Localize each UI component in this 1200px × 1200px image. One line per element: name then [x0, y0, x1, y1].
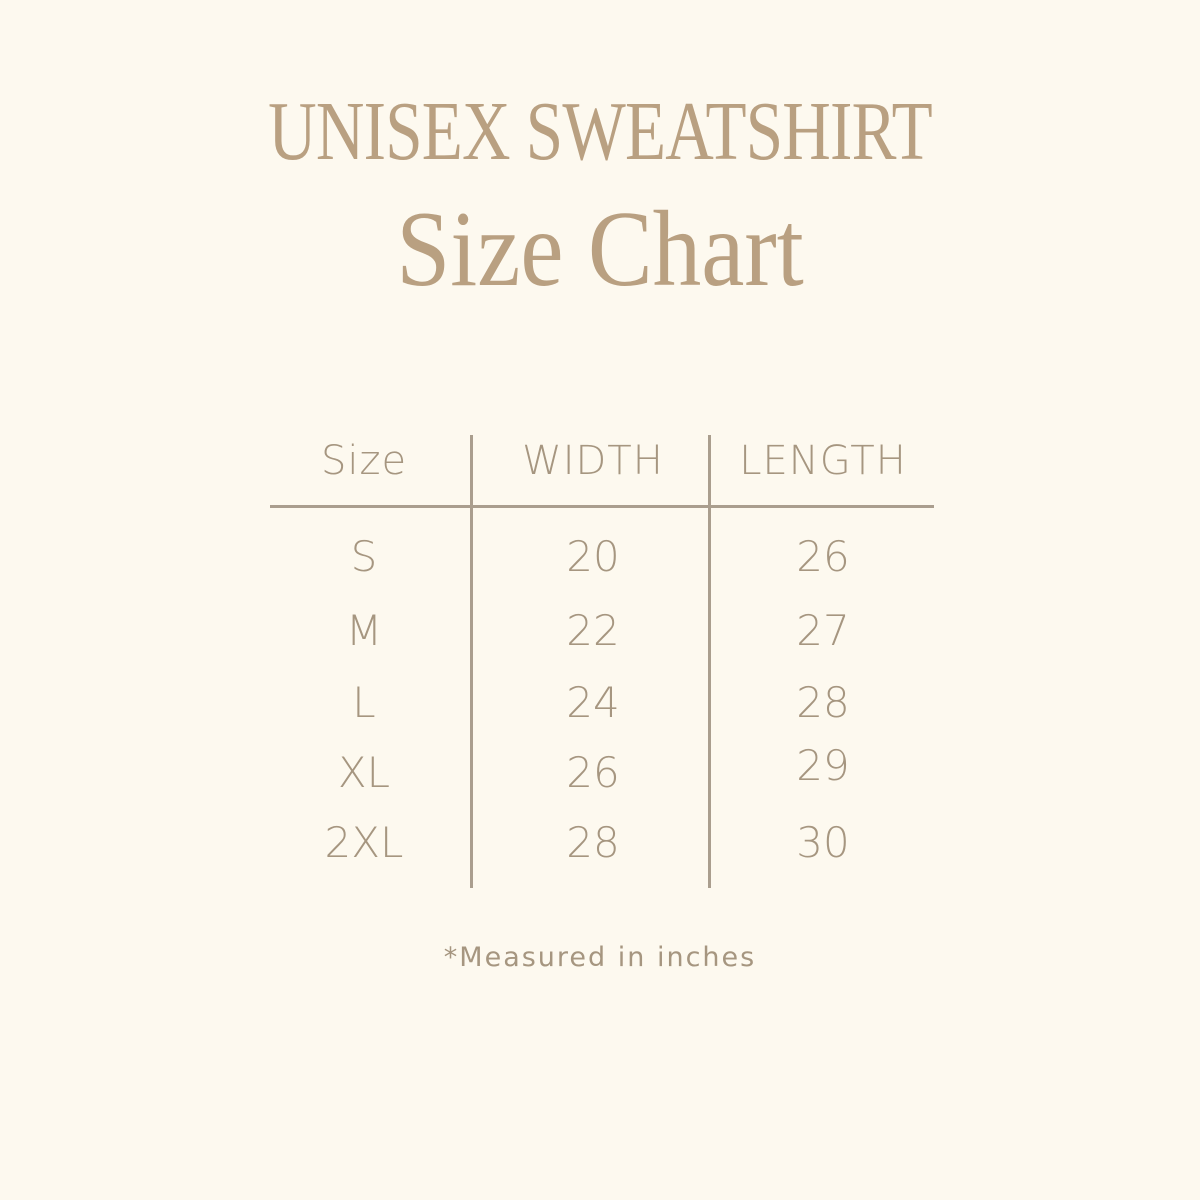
cell-size: XL: [337, 748, 391, 797]
column-divider: [708, 435, 711, 888]
cell-length: 26: [796, 532, 850, 581]
cell-size: M: [345, 606, 383, 655]
cell-width: 20: [566, 532, 620, 581]
header-length: LENGTH: [739, 438, 907, 484]
header-divider: [270, 505, 934, 508]
cell-width: 24: [566, 678, 620, 727]
cell-width: 28: [566, 818, 620, 867]
cell-length: 27: [796, 606, 850, 655]
cell-length: 29: [796, 741, 850, 790]
cell-size: L: [352, 678, 376, 727]
cell-width: 22: [566, 606, 620, 655]
cell-length: 28: [796, 678, 850, 727]
column-divider: [470, 435, 473, 888]
cell-size: S: [350, 532, 378, 581]
cell-length: 30: [796, 818, 850, 867]
page-title: Size Chart: [396, 190, 804, 309]
header-width: WIDTH: [522, 438, 664, 484]
header-size: Size: [320, 438, 408, 484]
cell-size: 2XL: [324, 818, 404, 867]
cell-width: 26: [566, 748, 620, 797]
product-title: UNISEX SWEATSHIRT: [268, 85, 932, 178]
footnote: *Measured in inches: [443, 942, 757, 973]
